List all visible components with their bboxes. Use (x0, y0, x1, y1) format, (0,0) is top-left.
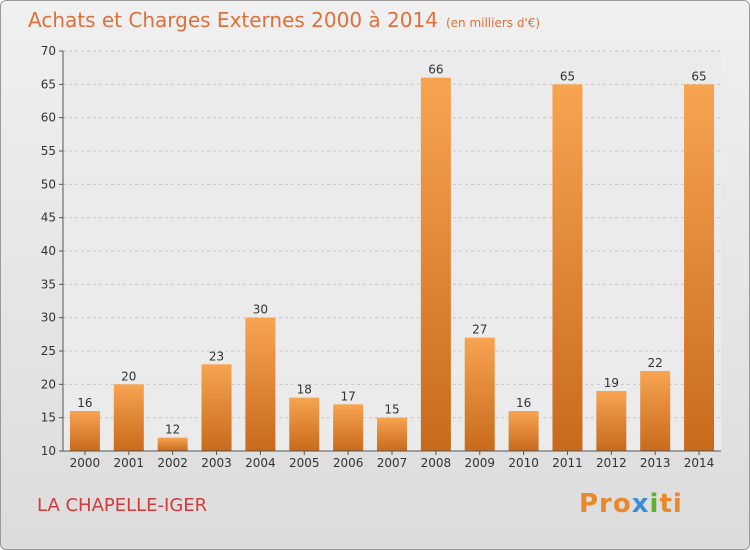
chart-unit: (en milliers d'€) (445, 16, 541, 30)
logo-part-4: ti (659, 489, 683, 519)
x-tick-label: 2004 (245, 456, 276, 470)
data-label: 20 (121, 369, 136, 383)
axis-layer: 10 15 20 25 30 35 40 45 50 55 60 65 70 2000 2001 2002 20… (41, 44, 721, 470)
y-tick-label: 30 (41, 311, 56, 325)
data-label: 19 (604, 376, 619, 390)
data-label: 16 (516, 396, 531, 410)
y-tick-label: 35 (41, 277, 56, 291)
bar (377, 417, 407, 451)
city-name: LA CHAPELLE-IGER (37, 495, 208, 516)
x-tick-label: 2003 (201, 456, 232, 470)
x-tick-label: 2000 (70, 456, 101, 470)
data-label: 65 (691, 69, 706, 83)
x-tick-label: 2006 (333, 456, 364, 470)
x-tick-label: 2001 (114, 456, 145, 470)
x-tick-label: 2009 (464, 456, 495, 470)
chart-title: Achats et Charges Externes 2000 à 2014 (e… (28, 8, 540, 32)
bar (640, 371, 671, 451)
data-label: 17 (340, 389, 355, 403)
y-tick-label: 65 (41, 77, 56, 91)
bar (464, 337, 495, 451)
bar (69, 411, 100, 451)
bar (508, 411, 539, 451)
y-tick-label: 60 (41, 111, 56, 125)
bar (113, 384, 144, 451)
data-label: 22 (648, 356, 663, 370)
bar (420, 77, 451, 452)
y-tick-label: 25 (41, 344, 56, 358)
bar (201, 364, 232, 451)
bar (596, 391, 627, 451)
y-tick-label: 45 (41, 211, 56, 225)
data-label: 30 (253, 303, 268, 317)
x-tick-label: 2008 (421, 456, 452, 470)
data-label: 15 (384, 403, 399, 417)
bar (684, 84, 715, 451)
x-tick-label: 2011 (552, 456, 583, 470)
x-tick-label: 2010 (508, 456, 539, 470)
logo-part-1: Pro (579, 489, 632, 519)
data-label: 16 (77, 396, 92, 410)
data-label: 27 (472, 323, 487, 337)
data-label: 12 (165, 423, 180, 437)
x-tick-label: 2012 (596, 456, 627, 470)
logo-part-3: i (649, 489, 660, 519)
proxiti-logo[interactable]: Proxiti (579, 489, 683, 519)
grid-layer (63, 50, 721, 451)
bar (157, 437, 188, 451)
x-tick-label: 2002 (157, 456, 188, 470)
data-label: 66 (428, 63, 443, 77)
y-tick-label: 55 (41, 144, 56, 158)
y-tick-label: 15 (41, 411, 56, 425)
data-label: 23 (209, 349, 224, 363)
bar (552, 84, 583, 451)
data-label: 18 (297, 383, 312, 397)
bar (289, 397, 320, 451)
x-tick-label: 2007 (377, 456, 408, 470)
logo-part-2: x (631, 489, 650, 519)
y-tick-label: 10 (41, 444, 56, 458)
y-tick-label: 50 (41, 177, 56, 191)
y-tick-label: 40 (41, 244, 56, 258)
bar (333, 404, 364, 451)
x-tick-label: 2005 (289, 456, 320, 470)
x-tick-label: 2014 (684, 456, 715, 470)
y-tick-label: 70 (41, 44, 56, 58)
chart-title-text: Achats et Charges Externes 2000 à 2014 (28, 8, 438, 32)
y-tick-label: 20 (41, 377, 56, 391)
x-tick-label: 2013 (640, 456, 671, 470)
bars-layer: 16 20 12 23 30 18 17 15 66 27 16 65 19 22 65 (69, 63, 715, 452)
data-label: 65 (560, 69, 575, 83)
bar (245, 317, 276, 451)
